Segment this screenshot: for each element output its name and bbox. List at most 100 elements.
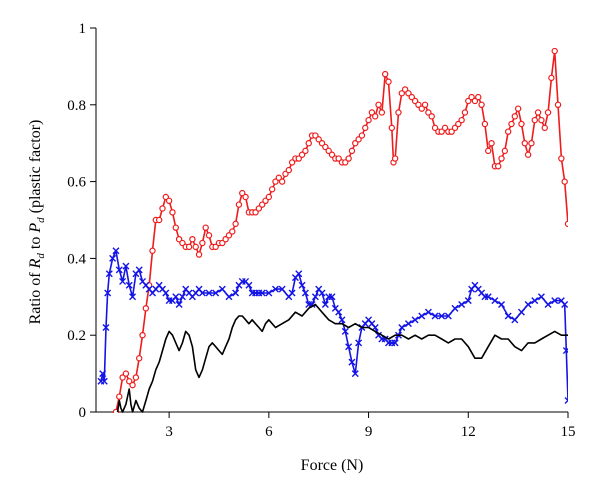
series-line [115,50,568,413]
data-point [255,205,263,212]
series-line [100,249,568,401]
data-point [398,90,406,97]
data-point [438,312,446,320]
data-point [318,289,326,297]
data-point [222,235,229,243]
plot-axes [95,28,568,413]
data-point [229,228,236,235]
data-point [162,193,170,201]
data-point [126,378,133,385]
data-point [159,205,166,212]
data-point [311,293,319,301]
data-point [408,93,415,101]
data-point [239,189,246,197]
data-point [498,155,505,162]
data-point [325,147,332,155]
data-point [561,300,568,308]
y-axis-label: Ratio of Rd to Pd (plastic factor) [27,120,47,325]
data-point [418,105,425,112]
data-point [219,239,226,247]
data-point [441,124,449,132]
data-point [175,235,183,243]
data-point [288,159,296,166]
y-tick-label: 0 [79,405,87,421]
data-point [271,285,279,293]
data-point [335,155,342,162]
data-point [112,247,120,255]
data-point [192,243,199,251]
data-point [162,289,170,297]
data-point [105,270,113,278]
data-point [212,289,220,297]
data-point [169,209,176,216]
data-point [561,178,568,185]
data-point [531,116,538,124]
y-label-part: d [35,217,47,223]
data-point [564,220,568,228]
data-point [175,300,183,308]
data-point [242,193,249,201]
data-point [302,147,309,155]
data-point [514,105,522,112]
data-point [179,239,186,247]
data-point [517,308,525,316]
data-point [119,277,127,285]
data-point [195,251,203,258]
data-point [275,174,283,181]
data-point [185,243,193,251]
data-point [425,109,432,116]
data-point [218,285,226,293]
data-point [345,343,353,351]
x-tick-label: 3 [165,424,173,440]
data-point [122,262,130,270]
data-point [548,74,555,82]
data-point [461,109,469,116]
data-point [225,293,233,301]
data-point [485,147,492,155]
data-point [385,78,392,85]
y-tick-label: 0.8 [67,98,86,114]
data-point [475,93,482,101]
data-point [451,124,459,132]
data-point [305,139,312,147]
data-point [298,151,306,158]
data-point [504,312,512,320]
data-point [455,120,462,128]
data-point [381,70,389,78]
data-point [538,116,545,124]
data-point [258,201,266,208]
data-point [100,377,108,385]
series-layer [97,47,568,413]
data-point [524,151,532,158]
data-point [295,270,303,278]
data-point [129,381,136,389]
data-point [172,224,179,231]
data-point [252,209,259,216]
data-point [225,232,233,239]
data-point [139,332,146,339]
data-point [278,285,286,293]
data-point [318,139,326,147]
data-point [465,97,472,105]
y-tick-label: 0.6 [67,175,86,191]
data-point [448,128,455,135]
data-point [478,101,485,109]
data-point [198,289,206,297]
data-point [562,347,568,355]
data-point [415,101,422,109]
data-point [418,312,426,320]
data-point [551,297,559,305]
data-point [391,339,399,347]
data-point [122,370,130,377]
data-point [202,224,209,231]
data-point [328,293,336,301]
data-point [278,178,286,185]
data-point [308,300,316,308]
data-point [125,281,133,289]
data-point [544,109,552,116]
data-point [322,143,329,151]
data-point [424,308,432,316]
axis-ticks: 3 6 9 12 15 0 0.2 0.4 0.6 0.8 1 [67,21,575,440]
data-point [481,120,489,128]
data-point [558,155,565,162]
